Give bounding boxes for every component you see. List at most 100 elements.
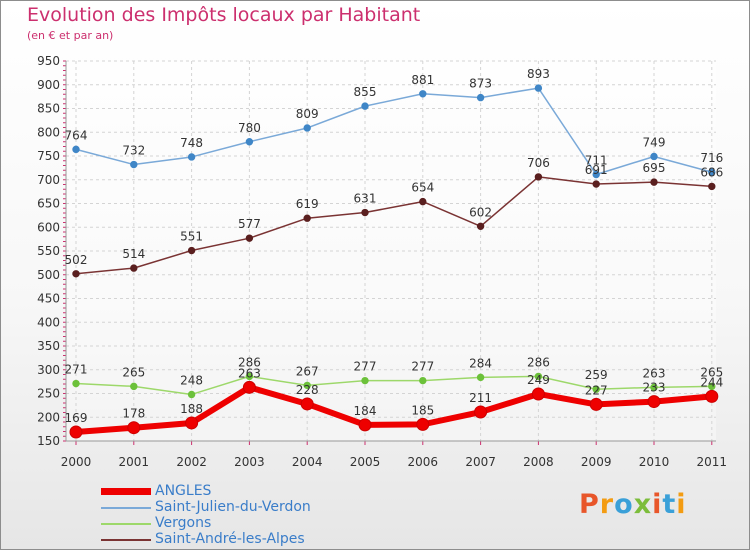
data-point	[476, 373, 485, 382]
x-tick-label: 2009	[581, 455, 612, 469]
data-point	[474, 405, 488, 419]
y-tick-label: 550	[37, 244, 60, 258]
y-tick-label: 400	[37, 315, 60, 329]
data-label: 855	[354, 85, 377, 99]
proxiti-logo: Proxiti	[579, 489, 687, 520]
data-label: 502	[65, 253, 88, 267]
y-tick-label: 750	[37, 149, 60, 163]
data-point	[303, 381, 311, 390]
legend-swatch	[101, 488, 151, 495]
data-point	[245, 372, 254, 381]
y-tick-label: 700	[37, 173, 60, 187]
data-label: 881	[411, 73, 434, 87]
data-point	[130, 160, 138, 169]
data-point	[303, 124, 311, 132]
data-point	[647, 395, 661, 409]
data-label: 691	[585, 163, 608, 177]
data-label: 188	[180, 402, 203, 416]
data-label: 602	[469, 205, 492, 219]
data-label: 695	[643, 161, 666, 175]
y-tick-label: 500	[37, 268, 60, 282]
data-label: 185	[411, 403, 434, 417]
legend-item: Saint-Julien-du-Verdon	[101, 499, 431, 515]
x-tick-label: 2006	[408, 455, 439, 469]
data-point	[592, 170, 600, 179]
data-point	[705, 389, 719, 403]
data-label: 265	[122, 365, 145, 379]
data-point	[476, 222, 485, 231]
data-label: 873	[469, 77, 492, 91]
x-tick-label: 2004	[292, 455, 323, 469]
data-label: 893	[527, 67, 550, 81]
data-point	[708, 182, 716, 191]
y-tick-label: 600	[37, 220, 60, 234]
x-tick-label: 2011	[697, 455, 728, 469]
data-label: 780	[238, 121, 261, 135]
legend-label: ANGLES	[155, 483, 212, 499]
data-point	[242, 380, 256, 394]
data-point	[69, 425, 83, 439]
data-point	[419, 197, 427, 206]
data-label: 654	[411, 181, 434, 195]
data-label: 259	[585, 368, 608, 382]
data-point	[592, 180, 600, 188]
data-label: 271	[65, 363, 88, 377]
y-tick-label: 200	[37, 410, 60, 424]
x-tick-label: 2005	[350, 455, 381, 469]
legend: ANGLES Saint-Julien-du-Verdon Vergons Saint…	[101, 483, 431, 547]
axes: 150 200 250 300 350 400 450 500 550 600 650 700 750 8…	[37, 54, 727, 469]
data-point	[476, 93, 485, 102]
data-point	[72, 270, 80, 278]
y-tick-label: 250	[37, 387, 60, 401]
legend-swatch	[101, 539, 151, 541]
data-point	[361, 208, 369, 217]
data-label: 244	[700, 375, 723, 389]
data-label: 706	[527, 156, 550, 170]
x-tick-label: 2007	[465, 455, 496, 469]
y-tick-label: 300	[37, 363, 60, 377]
data-point	[187, 246, 196, 255]
x-tick-label: 2010	[639, 455, 670, 469]
y-tick-label: 800	[37, 125, 60, 139]
data-label: 284	[469, 356, 492, 370]
data-point	[419, 376, 427, 385]
series-line-angles	[75, 384, 713, 435]
data-labels: 764 732 748 780 809 855 881 873 893 711 749 716 502 5…	[65, 67, 724, 425]
legend-swatch	[101, 523, 151, 525]
data-point	[72, 145, 80, 154]
data-label: 732	[122, 144, 145, 158]
data-point	[419, 90, 427, 98]
series-line-saint-julien-du-verdon	[75, 87, 712, 176]
data-label: 686	[700, 165, 723, 179]
series-line-vergons	[75, 375, 712, 396]
chart-title: Evolution des Impôts locaux par Habitant	[27, 4, 421, 26]
series-lines	[69, 84, 719, 439]
y-tick-label: 350	[37, 339, 60, 353]
data-point	[531, 387, 545, 401]
data-point	[187, 390, 196, 399]
data-label: 248	[180, 373, 203, 387]
legend-item: Saint-André-les-Alpes	[101, 531, 431, 547]
series-line-saint-andr-les-alpes	[75, 176, 712, 275]
data-label: 249	[527, 373, 550, 387]
data-point	[650, 178, 658, 186]
data-label: 263	[238, 366, 261, 380]
legend-swatch	[101, 507, 151, 509]
y-tick-label: 900	[37, 78, 60, 92]
y-tick-label: 650	[37, 197, 60, 211]
data-point	[127, 421, 141, 435]
data-label: 169	[65, 411, 88, 425]
legend-label: Saint-Julien-du-Verdon	[155, 499, 311, 515]
data-label: 211	[469, 391, 492, 405]
data-label: 267	[296, 364, 319, 378]
grid	[66, 60, 716, 442]
legend-label: Vergons	[155, 515, 212, 531]
data-label: 551	[180, 230, 203, 244]
data-label: 748	[180, 136, 203, 150]
data-point	[245, 234, 254, 242]
data-label: 619	[296, 197, 319, 211]
data-label: 277	[354, 360, 377, 374]
data-label: 286	[527, 355, 550, 369]
data-label: 286	[238, 355, 261, 369]
